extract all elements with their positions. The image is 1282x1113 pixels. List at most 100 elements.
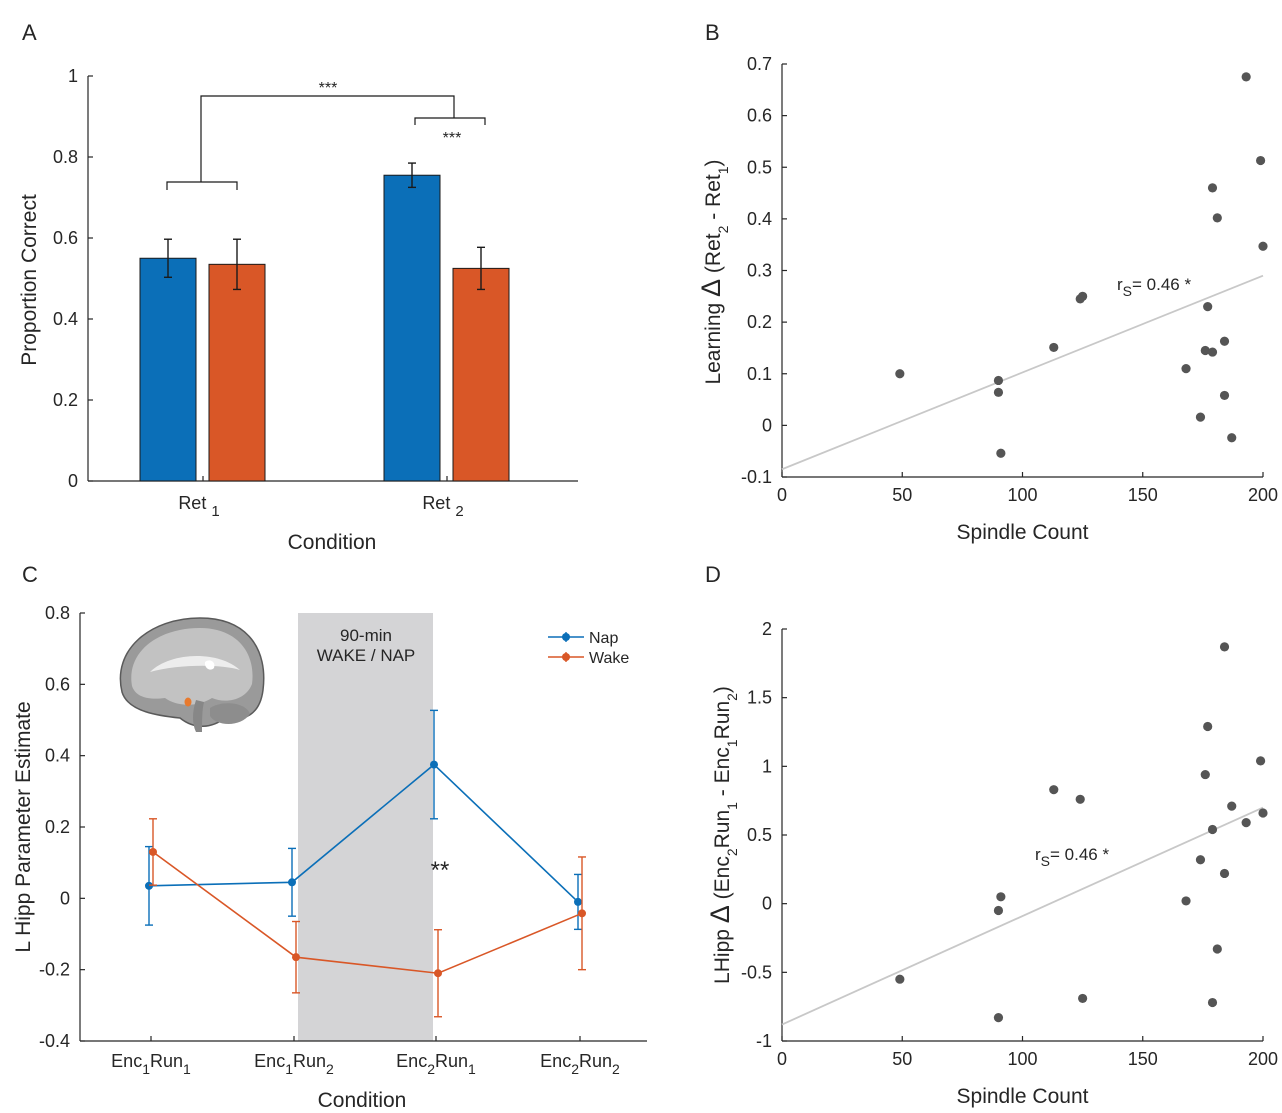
data-point <box>574 897 582 906</box>
scatter-point <box>1078 993 1088 1004</box>
x-axis-title: Spindle Count <box>957 1085 1089 1108</box>
brain-cortex <box>131 628 253 705</box>
scatter-point <box>1195 412 1206 422</box>
y-tick-label: 0.4 <box>53 309 78 329</box>
x-tick-label: 50 <box>892 1049 912 1069</box>
corpus-callosum <box>150 655 240 672</box>
scatter-point <box>1207 347 1218 357</box>
scatter-point <box>895 369 905 379</box>
scatter-point <box>993 905 1004 916</box>
data-point <box>292 953 300 962</box>
cerebellum <box>210 703 250 724</box>
scatter-point <box>1207 183 1218 193</box>
panel-d-scatter: 0 50 100 150 200 -1 -0.5 0 0.5 1 1.5 2 rS= 0.46 * Spi… <box>705 619 1278 1108</box>
scatter-point <box>1227 433 1237 443</box>
y-tick-label: 0.8 <box>45 603 70 623</box>
scatter-point <box>993 1013 1004 1023</box>
x-tick-label: Enc2Run1 <box>396 1051 476 1077</box>
y-tick-label: 0 <box>762 415 772 435</box>
scatter-point <box>1078 291 1088 301</box>
series-line <box>152 851 583 975</box>
x-tick-label: 0 <box>777 485 787 505</box>
significance-label: *** <box>319 80 338 97</box>
ventricle <box>204 660 215 670</box>
scatter-point <box>1219 390 1230 401</box>
scatter-point <box>1200 345 1210 356</box>
x-axis-title: Condition <box>288 531 377 554</box>
x-tick-label: Enc2Run2 <box>540 1051 620 1077</box>
y-tick-label: 0.6 <box>747 106 772 126</box>
x-tick-label: Ret 1 <box>178 493 219 520</box>
y-tick-label: 0.2 <box>747 312 772 332</box>
data-point <box>434 969 442 978</box>
shaded-region-label: WAKE / NAP <box>317 646 416 665</box>
bar <box>208 263 266 482</box>
scatter-point <box>1241 818 1251 828</box>
scatter-point <box>1049 785 1059 795</box>
scatter-point <box>1212 944 1222 954</box>
scatter-point <box>1241 72 1251 82</box>
bar <box>139 257 197 482</box>
brainstem <box>193 700 204 732</box>
panel-letter-a: A <box>22 20 37 45</box>
series-line <box>148 763 579 903</box>
series-wake <box>149 818 586 1018</box>
scatter-point <box>1258 808 1268 818</box>
scatter-point <box>1255 756 1266 766</box>
scatter-point <box>1203 721 1213 732</box>
y-tick-label: 0 <box>762 894 772 914</box>
x-tick-label: 50 <box>892 485 912 505</box>
scatter-point <box>1075 794 1085 804</box>
scatter-point <box>993 387 1004 397</box>
y-tick-label: 0.1 <box>747 364 772 384</box>
scatter-point <box>996 892 1006 902</box>
scatter-point <box>1195 855 1206 865</box>
scatter-point <box>1207 824 1218 835</box>
significance-label: *** <box>443 130 462 147</box>
bracket-small-right <box>414 117 486 125</box>
y-tick-label: 2 <box>762 619 772 639</box>
panel-letter-d: D <box>705 562 721 587</box>
bar-error <box>164 238 172 278</box>
scatter-point <box>1049 342 1059 353</box>
x-tick-label: 100 <box>1007 1049 1037 1069</box>
x-axis-title: Condition <box>318 1089 407 1112</box>
bar-error <box>477 246 485 291</box>
series-nap <box>145 709 582 931</box>
scatter-point <box>1203 302 1213 312</box>
bracket-main <box>200 95 455 182</box>
bracket-small-left <box>166 181 238 190</box>
y-tick-label: -0.2 <box>39 960 70 980</box>
y-tick-label: -1 <box>756 1031 772 1051</box>
y-tick-label: 0.4 <box>747 209 772 229</box>
significance-label: ** <box>431 857 450 884</box>
y-tick-label: 0.5 <box>747 157 772 177</box>
bar <box>452 267 510 482</box>
hippocampus-roi <box>184 697 192 707</box>
x-tick-label: 100 <box>1007 485 1037 505</box>
y-tick-label: 0.3 <box>747 261 772 281</box>
y-tick-label: 0.2 <box>53 390 78 410</box>
y-tick-label: 0.4 <box>45 746 70 766</box>
scatter-point <box>1200 769 1210 780</box>
scatter-point <box>1181 896 1191 906</box>
x-tick-label: 200 <box>1248 1049 1278 1069</box>
x-tick-label: 150 <box>1128 485 1158 505</box>
y-axis-title: L Hipp Parameter Estimate <box>12 701 35 952</box>
data-point <box>149 847 157 856</box>
y-tick-label: 0.8 <box>53 147 78 167</box>
y-tick-label: 0.2 <box>45 817 70 837</box>
x-tick-label: Enc1Run2 <box>254 1051 334 1077</box>
correlation-annotation: rS= 0.46 * <box>1117 275 1191 299</box>
scatter-point <box>996 448 1006 458</box>
y-tick-label: 1 <box>68 66 78 86</box>
scatter-point <box>1227 801 1237 811</box>
brain-inset-image <box>119 617 265 732</box>
x-tick-label: 200 <box>1248 485 1278 505</box>
y-tick-label: 0 <box>68 471 78 491</box>
y-tick-label: -0.5 <box>741 962 772 982</box>
x-tick-label: 150 <box>1128 1049 1158 1069</box>
y-axis-title: Learning Δ (Ret2 - Ret1) <box>696 159 731 384</box>
